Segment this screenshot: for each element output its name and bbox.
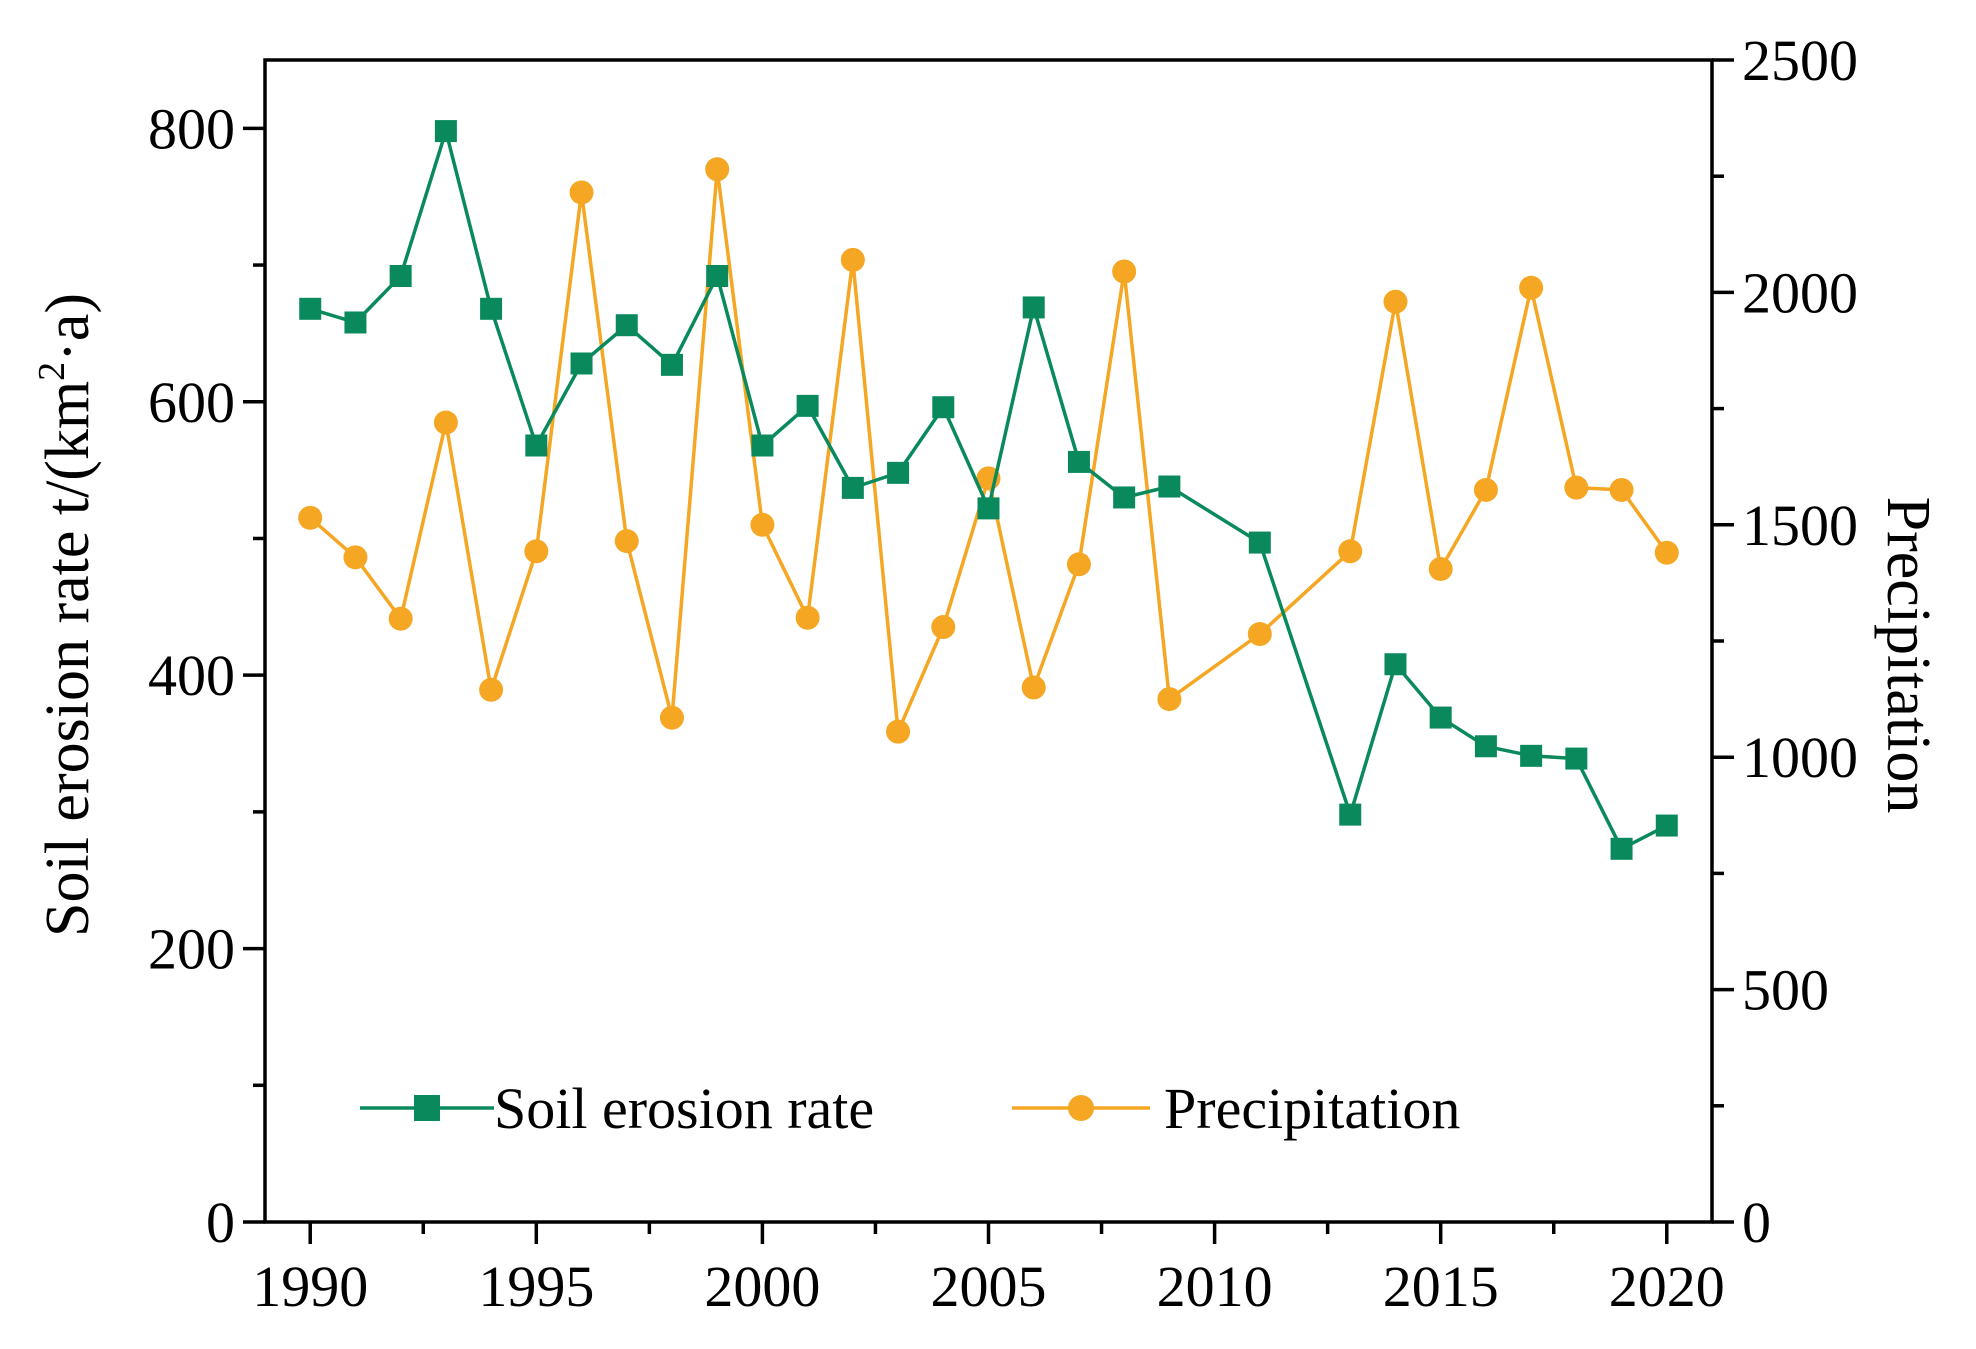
data-point <box>1384 653 1407 676</box>
data-point <box>433 410 458 435</box>
data-point <box>298 505 323 530</box>
data-point <box>1429 706 1452 729</box>
data-point <box>841 476 864 499</box>
data-point <box>1564 475 1589 500</box>
data-point <box>614 529 639 554</box>
data-point <box>1654 540 1679 565</box>
y-right-tick-label: 1500 <box>1742 493 1858 558</box>
data-point <box>1520 744 1543 767</box>
series-line <box>309 167 1669 734</box>
data-point <box>931 615 956 640</box>
data-point <box>1383 289 1408 314</box>
x-tick-label: 2020 <box>1609 1254 1725 1319</box>
data-point <box>524 539 549 564</box>
x-tick-label: 2010 <box>1157 1254 1273 1319</box>
data-point <box>1339 803 1362 826</box>
data-point <box>1474 735 1497 758</box>
data-point <box>1066 552 1091 577</box>
data-point <box>1157 687 1182 712</box>
data-point <box>706 264 729 287</box>
legend-soil-label: Soil erosion rate <box>494 1076 874 1141</box>
data-point <box>479 677 504 702</box>
y-axis-left-title-suffix: ·a) <box>34 293 102 362</box>
y-axis-left-title-sup: 2 <box>31 362 73 381</box>
data-point <box>570 352 593 375</box>
data-point <box>705 157 730 182</box>
data-point <box>840 247 865 272</box>
data-point <box>1519 275 1544 300</box>
y-axis-right-title: Precipitation <box>1874 497 1942 814</box>
data-point <box>1247 622 1272 647</box>
data-point <box>977 497 1000 520</box>
data-point <box>434 120 457 143</box>
y-axis-left: 0 200 400 600 800 <box>148 96 265 1255</box>
x-axis: 1990 1995 2000 2005 2010 2015 2020 <box>252 1222 1725 1319</box>
series-precipitation <box>298 157 1679 744</box>
data-point <box>795 605 820 630</box>
y-axis-right: 0 500 1000 1500 2000 2500 <box>1712 28 1858 1255</box>
data-point <box>1021 675 1046 700</box>
data-point <box>659 705 684 730</box>
data-point <box>1067 450 1090 473</box>
data-point <box>660 353 683 376</box>
data-point <box>480 297 503 320</box>
data-point <box>1022 296 1045 319</box>
data-point <box>344 311 367 334</box>
data-point <box>1473 477 1498 502</box>
data-point <box>751 434 774 457</box>
y-axis-left-title-main: Soil erosion rate t/(km <box>34 381 102 937</box>
data-point <box>887 461 910 484</box>
y-right-tick-label: 500 <box>1742 958 1829 1023</box>
x-tick-label: 1995 <box>478 1254 594 1319</box>
y-left-tick-label: 800 <box>148 96 235 161</box>
data-point <box>388 606 413 631</box>
data-point <box>1113 486 1136 509</box>
y-axis-left-title: Soil erosion rate t/(km2·a) <box>31 293 102 937</box>
x-tick-label: 2015 <box>1383 1254 1499 1319</box>
series-area <box>298 120 1679 860</box>
data-point <box>1248 531 1271 554</box>
legend: Soil erosion rate Precipitation <box>360 1076 1460 1141</box>
data-point <box>569 180 594 205</box>
data-point <box>1655 814 1678 837</box>
data-point <box>343 545 368 570</box>
data-point <box>615 314 638 337</box>
data-point <box>1428 556 1453 581</box>
x-tick-label: 2005 <box>931 1254 1047 1319</box>
data-point <box>1610 837 1633 860</box>
y-left-tick-label: 600 <box>148 370 235 435</box>
data-point <box>932 396 955 419</box>
x-tick-label: 2000 <box>704 1254 820 1319</box>
y-right-tick-label: 2500 <box>1742 28 1858 93</box>
legend-soil-marker <box>414 1095 440 1121</box>
y-right-tick-label: 1000 <box>1742 725 1858 790</box>
data-point <box>525 434 548 457</box>
data-point <box>750 512 775 537</box>
legend-precip-marker <box>1068 1095 1094 1121</box>
data-point <box>1112 259 1137 284</box>
data-point <box>389 264 412 287</box>
x-tick-label: 1990 <box>252 1254 368 1319</box>
y-right-tick-label: 2000 <box>1742 260 1858 325</box>
data-point <box>1338 539 1363 564</box>
y-left-tick-label: 200 <box>148 917 235 982</box>
data-point <box>1609 477 1634 502</box>
data-point <box>1565 747 1588 770</box>
data-point <box>299 297 322 320</box>
data-point <box>886 719 911 744</box>
series-soil-erosion-rate <box>299 120 1678 860</box>
data-point <box>796 394 819 417</box>
y-left-tick-label: 0 <box>206 1190 235 1255</box>
y-left-tick-label: 400 <box>148 643 235 708</box>
legend-precip-label: Precipitation <box>1164 1076 1460 1141</box>
y-right-tick-label: 0 <box>1742 1190 1771 1255</box>
data-point <box>1158 475 1181 498</box>
